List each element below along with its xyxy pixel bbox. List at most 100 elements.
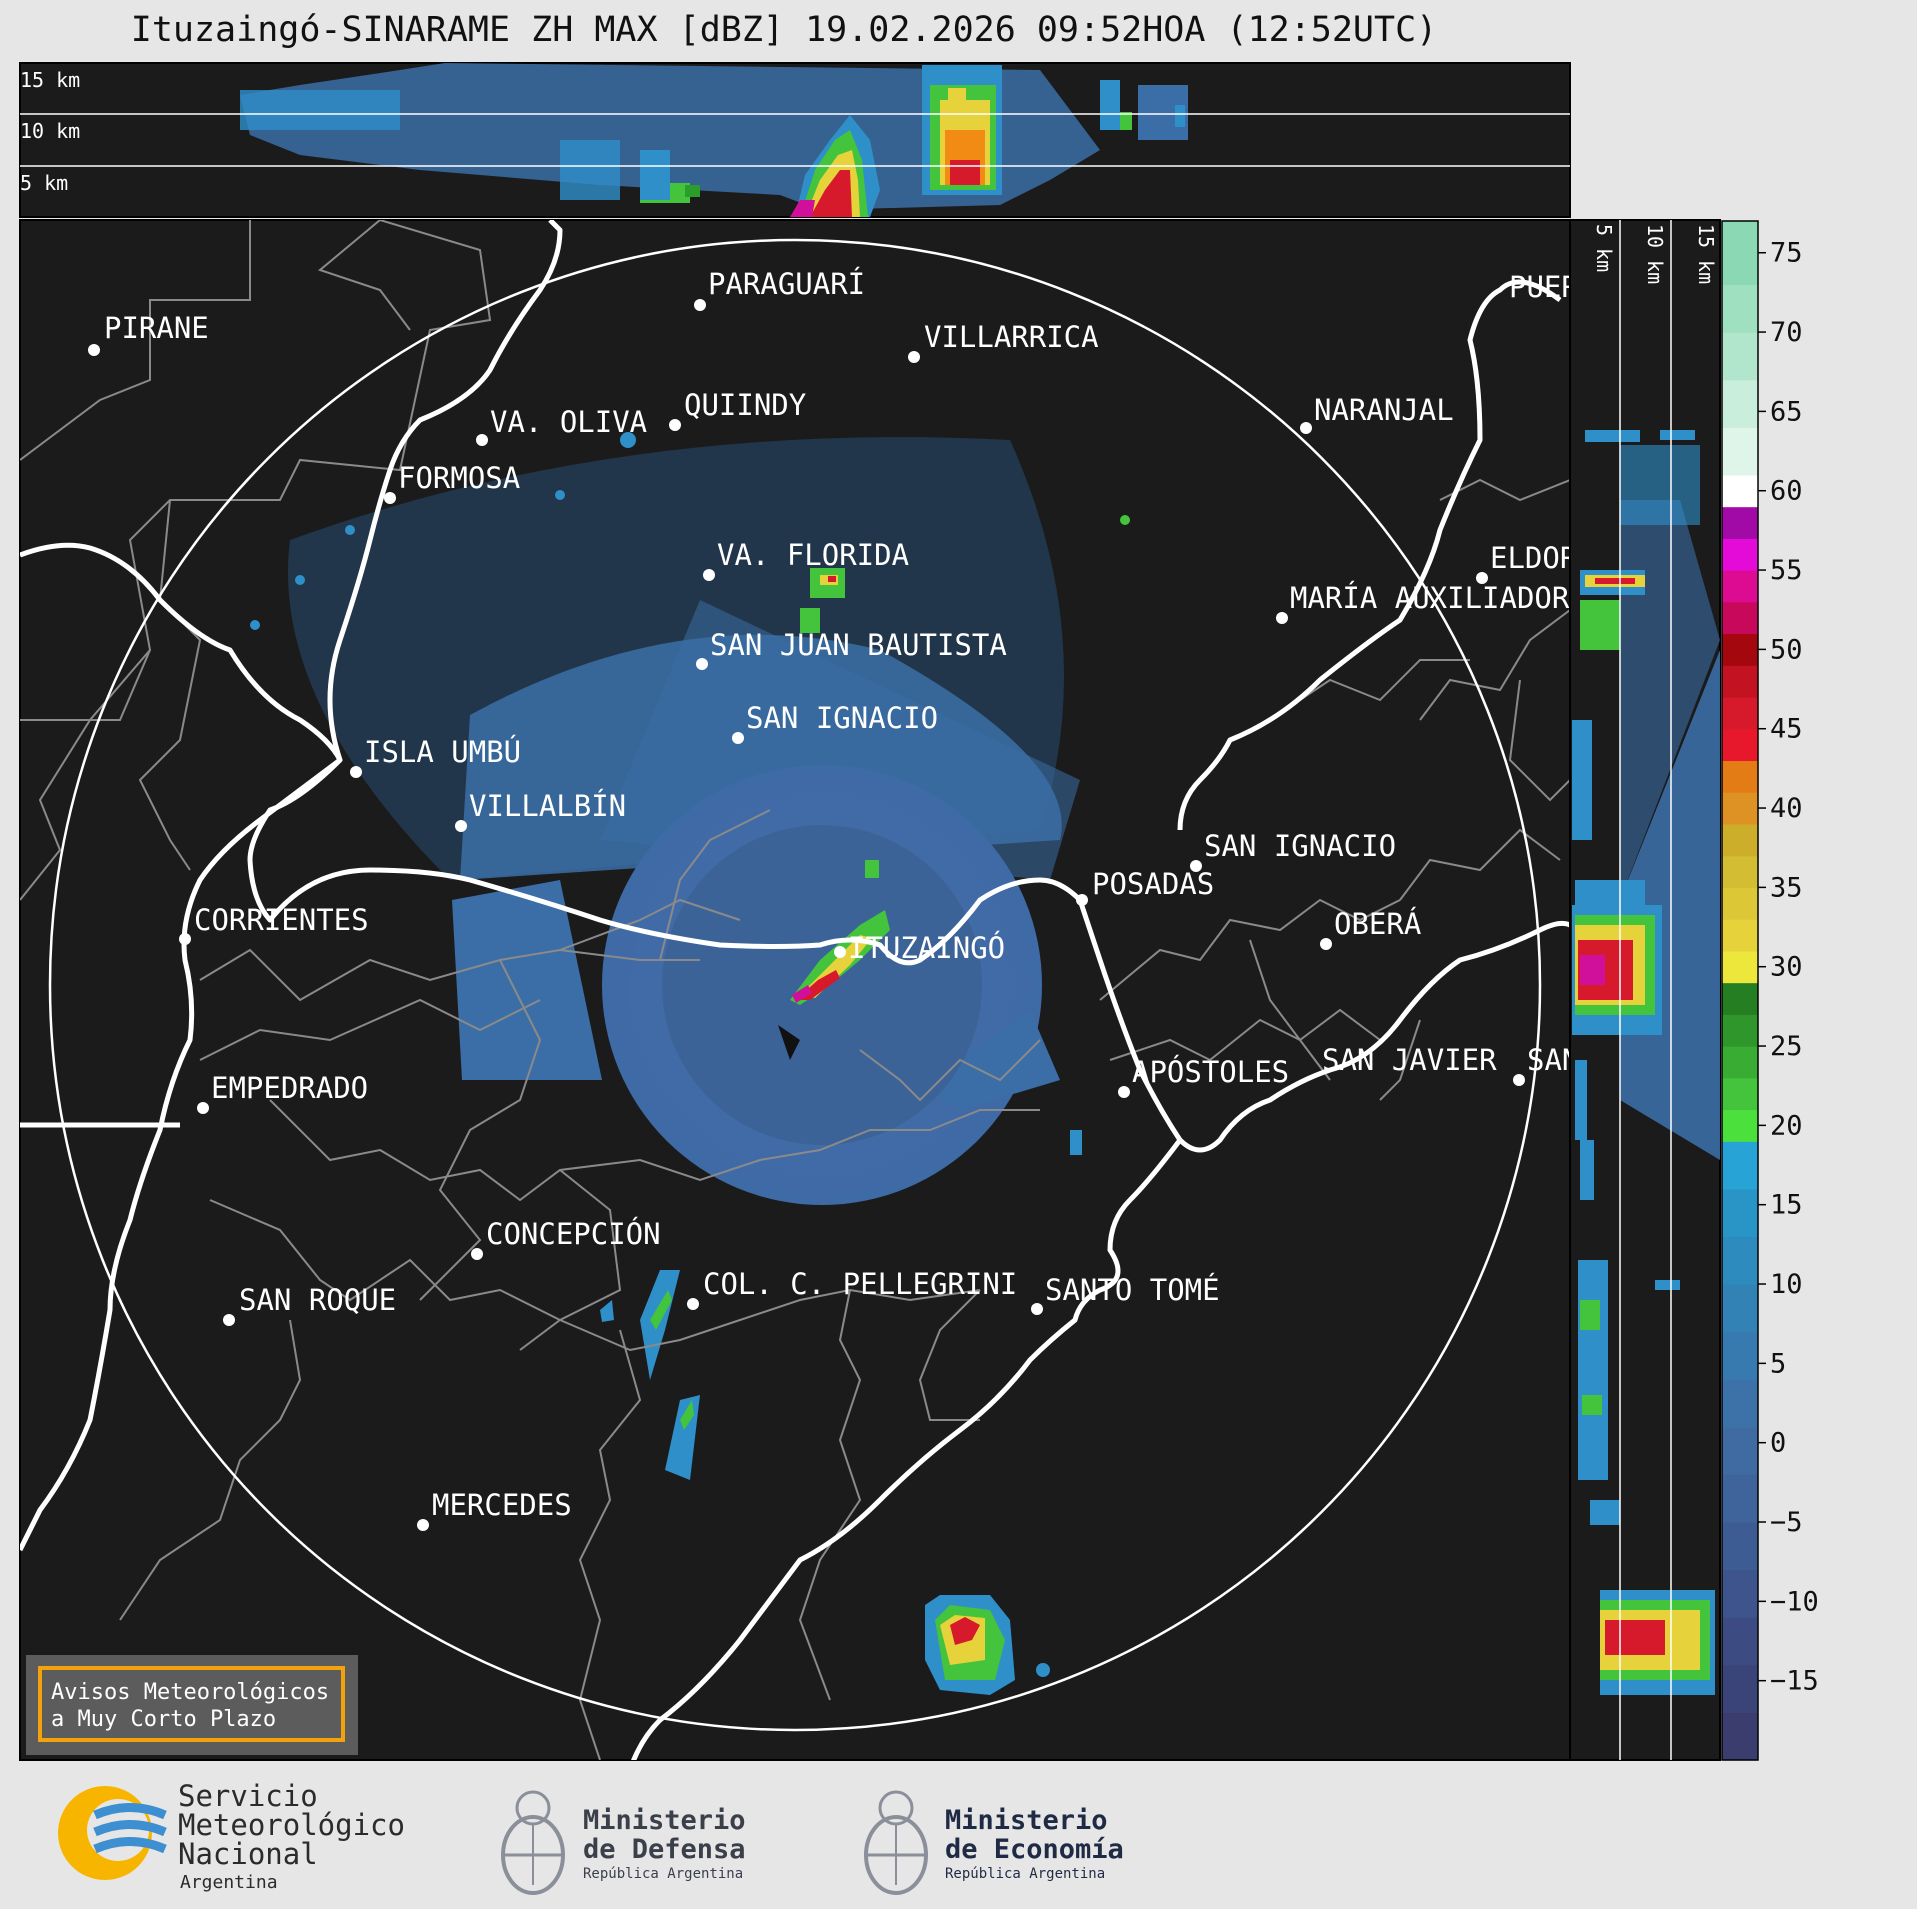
- reflectivity-field: [250, 432, 1130, 1695]
- colorbar-band: [1722, 1109, 1758, 1142]
- colorbar-band: [1722, 1664, 1758, 1714]
- warning-box-line2: a Muy Corto Plazo: [51, 1707, 276, 1732]
- colorbar-tick-label: 25: [1770, 1031, 1803, 1062]
- colorbar-band: [1722, 1331, 1758, 1380]
- colorbar-band: [1722, 855, 1758, 888]
- colorbar-tick-label: 40: [1770, 793, 1803, 824]
- top-height-label: 15 km: [20, 68, 80, 92]
- colorbar-band: [1722, 332, 1758, 381]
- place-marker: [417, 1519, 429, 1531]
- colorbar-band: [1722, 1474, 1758, 1523]
- place-label: FORMOSA: [398, 461, 520, 495]
- place-label: VILLARRICA: [924, 320, 1099, 354]
- place-label: MARÍA AUXILIADORA: [1290, 581, 1587, 615]
- colorbar-tick-label: 30: [1770, 952, 1803, 983]
- economia-logo: Ministerio de Economía República Argenti…: [864, 1790, 1124, 1895]
- side-cross-section: 5 km 10 km 15 km: [1569, 219, 1721, 1761]
- colorbar-band: [1722, 284, 1758, 333]
- place-label: SAN JAVIER: [1322, 1043, 1497, 1077]
- side-height-label: 15 km: [1694, 224, 1718, 284]
- economia-text-1: Ministerio: [945, 1805, 1108, 1836]
- place-marker: [1300, 422, 1312, 434]
- place-marker: [197, 1102, 209, 1114]
- top-cross-section-echoes: [240, 63, 1188, 217]
- place-label: ISLA UMBÚ: [364, 735, 521, 769]
- colorbar-band: [1722, 601, 1758, 635]
- place-label: QUIINDY: [684, 388, 806, 422]
- colorbar-band: [1722, 379, 1758, 428]
- place-marker: [476, 434, 488, 446]
- place-marker: [1276, 612, 1288, 624]
- colorbar-band: [1722, 823, 1758, 857]
- colorbar-band: [1722, 696, 1758, 730]
- smn-text-4: Argentina: [180, 1872, 278, 1893]
- radar-figure: 15 km 10 km 5 km: [19, 62, 1819, 1761]
- place-label: SANTO TOMÉ: [1045, 1273, 1220, 1307]
- place-label: POSADAS: [1092, 867, 1214, 901]
- place-marker: [1118, 1086, 1130, 1098]
- colorbar-tick-label: 15: [1770, 1190, 1803, 1221]
- colorbar-band: [1722, 506, 1758, 539]
- colorbar-tick-label: 70: [1770, 317, 1803, 348]
- colorbar-band: [1722, 1569, 1758, 1618]
- place-label: ELDORADO: [1490, 541, 1630, 575]
- place-label: ITUZAINGÓ: [848, 931, 1005, 965]
- side-height-label: 5 km: [1592, 224, 1616, 272]
- place-marker: [732, 732, 744, 744]
- colorbar-band: [1722, 1188, 1758, 1238]
- place-label: SAN IGNACIO: [746, 701, 938, 735]
- coat-of-arms-icon: [501, 1790, 565, 1895]
- colorbar-band: [1722, 982, 1758, 1015]
- colorbar-band: [1722, 1522, 1758, 1571]
- colorbar-bands: [1722, 221, 1758, 1761]
- colorbar-band: [1722, 728, 1758, 762]
- colorbar-band: [1722, 1014, 1758, 1047]
- smn-text-3: Nacional: [178, 1837, 318, 1871]
- place-label: MERCEDES: [432, 1488, 572, 1522]
- place-label: VILLALBÍN: [469, 789, 626, 823]
- place-marker: [834, 946, 846, 958]
- colorbar-tick-label: 65: [1770, 396, 1803, 427]
- place-marker: [908, 351, 920, 363]
- colorbar-band: [1722, 1426, 1758, 1476]
- place-label: SAN JUAN BAUTISTA: [710, 628, 1007, 662]
- place-marker: [1320, 938, 1332, 950]
- colorbar-band: [1722, 538, 1758, 571]
- place-label: OBERÁ: [1334, 907, 1421, 941]
- warning-box-line1: Avisos Meteorológicos: [51, 1680, 329, 1705]
- range-ring: [48, 238, 1542, 1732]
- place-label: SAN IGNACIO: [1204, 829, 1396, 863]
- place-label: SAN ROQUE: [239, 1283, 396, 1317]
- place-label: PARAGUARÍ: [708, 267, 865, 301]
- defensa-logo: Ministerio de Defensa República Argentin…: [501, 1790, 746, 1895]
- colorbar-tick-label: −10: [1770, 1586, 1819, 1617]
- place-label: COL. C. PELLEGRINI: [703, 1267, 1017, 1301]
- warning-box[interactable]: Avisos Meteorológicos a Muy Corto Plazo: [26, 1655, 358, 1755]
- place-marker: [1031, 1303, 1043, 1315]
- place-marker: [1076, 894, 1088, 906]
- place-label: APÓSTOLES: [1132, 1055, 1289, 1089]
- economia-text-3: República Argentina: [945, 1866, 1105, 1882]
- logo-footer: Servicio Meteorológico Nacional Argentin…: [58, 1779, 1124, 1895]
- colorbar-tick-label: 50: [1770, 634, 1803, 665]
- place-label: EMPEDRADO: [211, 1071, 368, 1105]
- place-marker: [696, 658, 708, 670]
- colorbar-band: [1722, 919, 1758, 952]
- defensa-text-2: de Defensa: [583, 1834, 746, 1865]
- place-markers: [88, 299, 1525, 1531]
- colorbar-band: [1722, 427, 1758, 476]
- colorbar-band: [1722, 1236, 1758, 1285]
- top-height-label: 10 km: [20, 119, 80, 143]
- colorbar-band: [1722, 221, 1758, 286]
- smn-text-2: Meteorológico: [178, 1808, 405, 1842]
- place-marker: [88, 344, 100, 356]
- colorbar-band: [1722, 1284, 1758, 1333]
- economia-text-2: de Economía: [945, 1834, 1124, 1865]
- place-marker: [471, 1248, 483, 1260]
- colorbar-band: [1722, 474, 1758, 508]
- colorbar-band: [1722, 570, 1758, 603]
- colorbar-tick-label: 35: [1770, 872, 1803, 903]
- top-cross-section: 15 km 10 km 5 km: [19, 62, 1571, 218]
